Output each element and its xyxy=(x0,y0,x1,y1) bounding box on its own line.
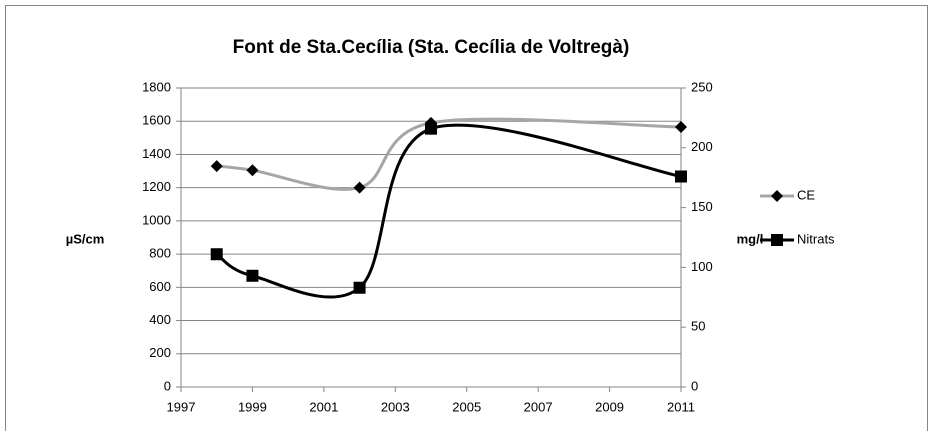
y-axis-label: µS/cm xyxy=(66,231,105,246)
y-tick-label: 800 xyxy=(149,246,171,261)
y-tick-label: 1200 xyxy=(142,179,171,194)
data-point xyxy=(210,248,223,261)
data-point xyxy=(425,122,437,135)
y2-tick-label: 250 xyxy=(691,79,713,94)
x-tick-label: 2003 xyxy=(381,399,410,414)
legend-marker xyxy=(771,234,783,246)
legend-label: Nitrats xyxy=(797,231,835,246)
y2-tick-label: 200 xyxy=(691,139,713,154)
data-point xyxy=(353,281,366,294)
y-tick-label: 1800 xyxy=(142,79,171,94)
data-point xyxy=(675,170,687,183)
data-point xyxy=(210,160,223,173)
x-tick-label: 1997 xyxy=(167,399,196,414)
y-tick-label: 400 xyxy=(149,312,171,327)
y-tick-label: 0 xyxy=(164,378,171,393)
data-point xyxy=(675,121,687,134)
chart-title: Font de Sta.Cecília (Sta. Cecília de Vol… xyxy=(233,37,630,58)
y2-tick-label: 100 xyxy=(691,259,713,274)
y-tick-label: 1000 xyxy=(142,212,171,227)
x-tick-label: 1999 xyxy=(238,399,267,414)
data-point xyxy=(353,181,366,194)
legend-marker xyxy=(771,190,783,202)
x-tick-label: 2001 xyxy=(309,399,338,414)
x-tick-label: 2007 xyxy=(524,399,553,414)
y-tick-label: 200 xyxy=(149,345,171,360)
y-tick-label: 1600 xyxy=(142,113,171,128)
y2-tick-label: 50 xyxy=(691,319,705,334)
data-point xyxy=(246,269,259,282)
y2-axis-label: mg/l xyxy=(737,231,764,246)
x-tick-label: 2005 xyxy=(452,399,481,414)
legend-label: CE xyxy=(797,187,815,202)
y-tick-label: 1400 xyxy=(142,146,171,161)
x-tick-label: 2011 xyxy=(667,399,695,414)
x-tick-label: 2009 xyxy=(595,399,624,414)
y2-tick-label: 0 xyxy=(691,378,698,393)
y-tick-label: 600 xyxy=(149,279,171,294)
y2-tick-label: 150 xyxy=(691,199,713,214)
data-point xyxy=(246,164,259,177)
